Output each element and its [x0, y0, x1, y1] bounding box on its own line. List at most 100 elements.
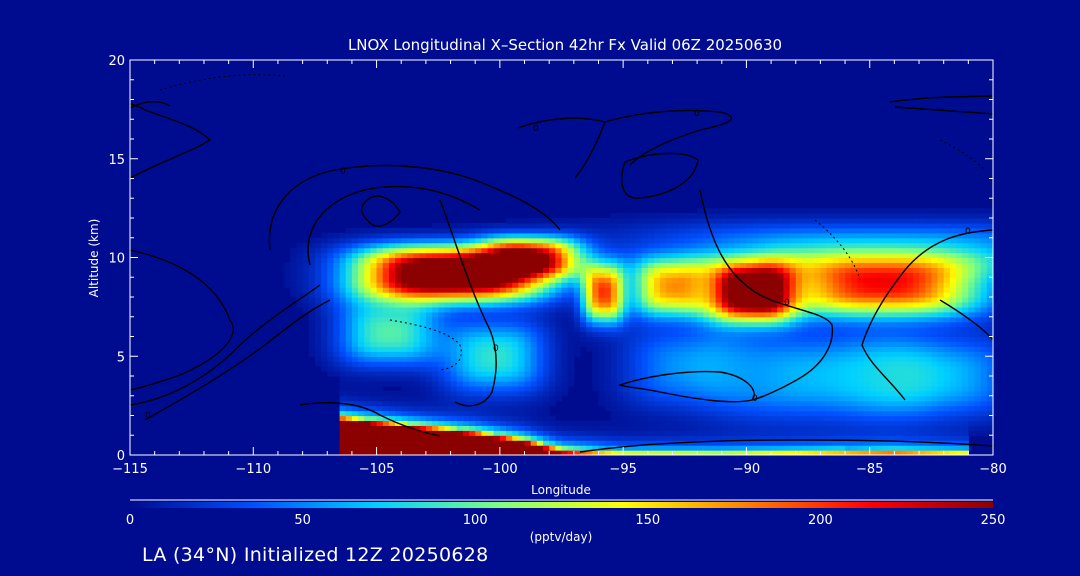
heatmap-cell: [450, 277, 458, 283]
heatmap-cell: [721, 371, 729, 377]
heatmap-cell: [487, 395, 495, 402]
heatmap-cell: [549, 346, 556, 352]
heatmap-cell: [888, 306, 895, 313]
heatmap-cell: [641, 445, 649, 451]
heatmap-cell: [721, 425, 729, 431]
heatmap-cell: [814, 371, 821, 377]
heatmap-cell: [395, 450, 402, 455]
heatmap-cell: [475, 277, 482, 283]
heatmap-cell: [432, 346, 439, 352]
heatmap-cell: [481, 380, 489, 387]
heatmap-cell: [801, 405, 809, 412]
heatmap-cell: [900, 390, 908, 397]
heatmap-cell: [493, 311, 501, 318]
heatmap-cell: [610, 257, 618, 264]
heatmap-cell: [647, 366, 655, 372]
heatmap-cell: [395, 292, 402, 298]
heatmap-cell: [900, 227, 908, 234]
heatmap-cell: [586, 227, 593, 234]
heatmap-cell: [814, 213, 821, 219]
heatmap-cell: [826, 346, 834, 352]
heatmap-cell: [351, 262, 359, 268]
heatmap-cell: [894, 287, 902, 293]
heatmap-cell: [777, 405, 785, 412]
heatmap-cell: [956, 435, 963, 441]
heatmap-cell: [925, 306, 932, 313]
heatmap-cell: [740, 282, 748, 288]
heatmap-cell: [900, 252, 908, 259]
heatmap-cell: [444, 400, 452, 407]
heatmap-cell: [795, 405, 803, 412]
heatmap-cell: [438, 425, 445, 431]
heatmap-cell: [407, 385, 415, 392]
heatmap-cell: [469, 282, 476, 288]
heatmap-cell: [857, 311, 865, 318]
heatmap-cell: [536, 410, 544, 417]
heatmap-cell: [604, 218, 612, 224]
heatmap-cell: [678, 287, 686, 293]
heatmap-cell: [629, 242, 637, 249]
heatmap-cell: [487, 376, 495, 382]
heatmap-cell: [727, 222, 735, 229]
heatmap-cell: [388, 445, 396, 451]
heatmap-cell: [432, 331, 439, 338]
heatmap-cell: [438, 272, 445, 278]
heatmap-cell: [752, 346, 760, 352]
heatmap-cell: [653, 306, 661, 313]
heatmap-cell: [783, 306, 791, 313]
heatmap-cell: [573, 450, 581, 455]
heatmap-cell: [734, 440, 741, 446]
heatmap-cell: [746, 297, 754, 303]
heatmap-cell: [450, 232, 458, 239]
heatmap-cell: [321, 361, 328, 367]
heatmap-cell: [351, 430, 359, 436]
heatmap-cell: [647, 232, 655, 239]
heatmap-cell: [579, 425, 587, 431]
heatmap-cell: [832, 257, 840, 264]
heatmap-cell: [432, 445, 439, 451]
heatmap-cell: [493, 272, 501, 278]
heatmap-cell: [370, 292, 378, 298]
heatmap-cell: [641, 321, 649, 328]
heatmap-cell: [912, 287, 920, 293]
heatmap-cell: [321, 351, 328, 357]
heatmap-cell: [506, 316, 513, 323]
heatmap-cell: [937, 341, 945, 347]
heatmap-cell: [499, 237, 507, 244]
heatmap-cell: [660, 366, 667, 372]
heatmap-cell: [863, 232, 871, 239]
heatmap-cell: [931, 371, 939, 377]
heatmap-cell: [536, 252, 544, 259]
heatmap-cell: [900, 415, 908, 422]
heatmap-cell: [820, 410, 828, 417]
heatmap-cell: [333, 351, 341, 357]
heatmap-cell: [906, 361, 914, 367]
heatmap-cell: [616, 242, 624, 249]
heatmap-cell: [364, 380, 371, 387]
heatmap-cell: [296, 272, 304, 278]
heatmap-cell: [814, 336, 821, 343]
heatmap-cell: [419, 321, 427, 328]
heatmap-cell: [949, 371, 957, 377]
heatmap-cell: [678, 297, 686, 303]
heatmap-cell: [647, 450, 655, 455]
heatmap-cell: [425, 450, 433, 455]
heatmap-cell: [512, 356, 519, 362]
heatmap-cell: [727, 346, 735, 352]
heatmap-cell: [635, 400, 643, 407]
heatmap-cell: [845, 376, 852, 382]
heatmap-cell: [543, 287, 550, 293]
heatmap-cell: [660, 331, 667, 338]
heatmap-cell: [339, 361, 347, 367]
heatmap-cell: [851, 356, 858, 362]
heatmap-cell: [820, 277, 828, 283]
heatmap-cell: [351, 242, 359, 249]
heatmap-cell: [949, 218, 957, 224]
heatmap-cell: [327, 321, 335, 328]
heatmap-cell: [814, 237, 821, 244]
heatmap-cell: [666, 410, 674, 417]
heatmap-cell: [752, 380, 760, 387]
heatmap-cell: [764, 242, 772, 249]
heatmap-cell: [512, 390, 519, 397]
heatmap-cell: [462, 267, 470, 273]
